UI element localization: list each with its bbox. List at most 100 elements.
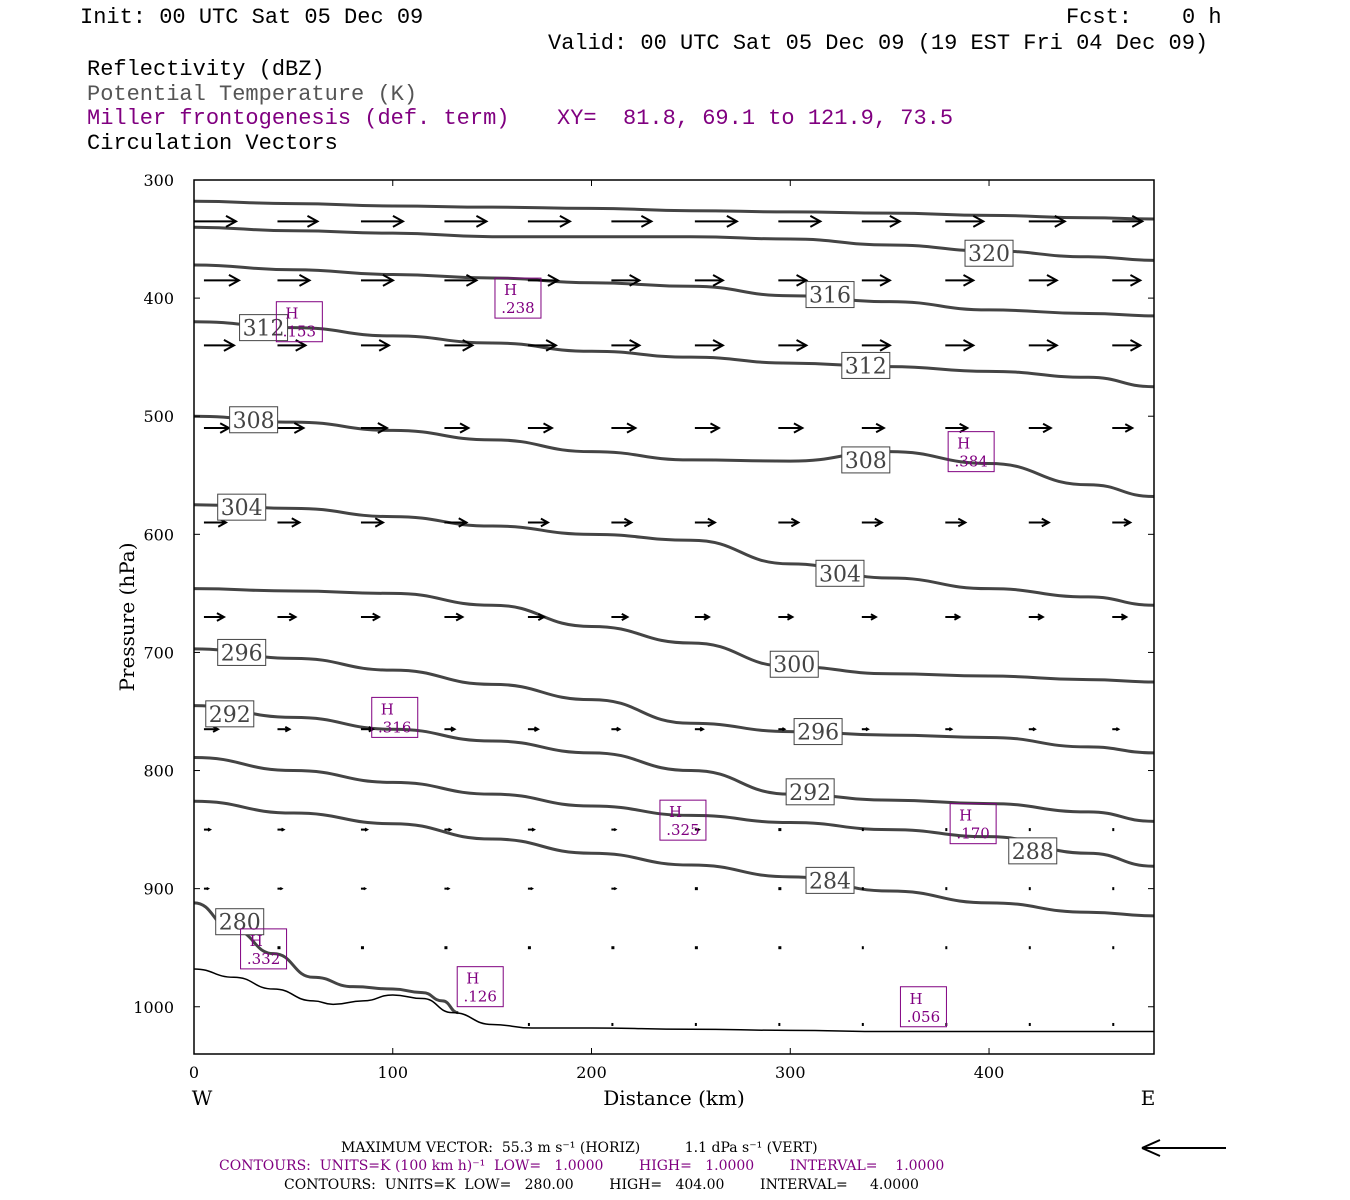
x-axis-title: Distance (km) — [603, 1086, 745, 1110]
circulation-vector — [945, 422, 970, 434]
theta-contour-292 — [193, 704, 1155, 823]
frontogenesis-contour-note: CONTOURS: UNITS=K (100 km h)⁻¹ LOW= 1.00… — [219, 1158, 945, 1174]
circulation-vector — [861, 1022, 864, 1026]
vector-dot — [277, 946, 281, 950]
theta-label-box — [841, 351, 891, 379]
circulation-vector — [1028, 727, 1037, 732]
circulation-vector — [694, 827, 701, 832]
circulation-vector — [277, 726, 292, 733]
vector-head — [640, 214, 654, 228]
theta-label-box — [215, 908, 265, 936]
circulation-vector — [1028, 828, 1031, 832]
circulation-vector — [203, 274, 242, 287]
vector-dot — [527, 1022, 530, 1026]
vector-head — [531, 827, 536, 832]
circulation-vector — [277, 422, 306, 434]
vector-head — [865, 727, 870, 732]
circulation-vector — [203, 887, 211, 891]
vector-head — [957, 517, 968, 528]
theta-label-box — [841, 446, 891, 474]
circulation-vector — [778, 613, 795, 621]
theta-contour-label: 296 — [217, 638, 267, 666]
vector-dot — [1028, 828, 1031, 832]
frontogenesis-high-marker: H — [669, 803, 682, 821]
vector-head — [879, 274, 892, 287]
circulation-vector — [1028, 1022, 1031, 1026]
theta-contour-label: 320 — [964, 239, 1014, 267]
circulation-vector — [1112, 423, 1135, 433]
theta-contour-label: 292 — [205, 700, 255, 728]
circulation-vector — [778, 946, 782, 950]
vector-dot — [1112, 946, 1115, 950]
theta-contour-label: 312 — [841, 351, 891, 379]
theta-label-text: 292 — [209, 703, 251, 728]
circulation-vector — [527, 726, 540, 733]
vector-dot — [861, 1022, 864, 1026]
vector-head — [696, 827, 701, 832]
theta-contour-label: 280 — [215, 908, 265, 936]
circulation-vector — [444, 612, 465, 622]
theta-label-box — [229, 406, 279, 434]
vector-head — [547, 274, 560, 287]
vector-head — [219, 422, 232, 434]
vector-head — [223, 338, 237, 352]
vector-head — [626, 422, 638, 434]
theta-label-text: 304 — [221, 496, 263, 521]
theta-label-box — [964, 239, 1014, 267]
theta-label-text: 292 — [789, 781, 831, 806]
circulation-vector — [360, 612, 382, 622]
vector-head — [288, 612, 298, 622]
east-label: E — [1141, 1086, 1156, 1110]
theta-label-box — [805, 281, 855, 309]
vector-head — [621, 613, 630, 621]
frontogenesis-value: .325 — [666, 821, 699, 839]
theta-label-text: 312 — [243, 317, 285, 342]
theta-label-text: 308 — [845, 449, 887, 474]
frontogenesis-high-marker: H — [504, 281, 517, 299]
x-tick-label: 200 — [576, 1063, 607, 1082]
circulation-vector — [1112, 339, 1143, 352]
theta-contour-label: 300 — [769, 650, 819, 678]
circulation-vector — [694, 274, 725, 287]
circulation-vector — [360, 517, 386, 528]
vector-head — [796, 274, 809, 287]
circulation-vector — [1028, 887, 1031, 891]
terrain-surface-line — [193, 968, 1154, 1033]
reference-vector-arrow — [1141, 1139, 1226, 1157]
vector-dot — [694, 887, 698, 891]
circulation-vector — [611, 946, 615, 950]
theta-contour-label: 308 — [841, 446, 891, 474]
forecast-label: Fcst: — [1066, 5, 1133, 30]
theta-label-text: 280 — [219, 911, 261, 936]
vector-head — [279, 887, 284, 891]
circulation-vector — [611, 517, 634, 528]
vector-head — [378, 339, 392, 352]
vector-head — [613, 887, 618, 891]
vector-dot — [861, 946, 864, 950]
circulation-vector — [1028, 214, 1067, 228]
theta-label-box — [815, 559, 865, 587]
circulation-vector — [778, 1022, 781, 1026]
vector-dot — [611, 946, 615, 950]
x-tick-label: 400 — [974, 1063, 1005, 1082]
circulation-vector — [1028, 274, 1059, 287]
circulation-vector — [194, 214, 239, 228]
frontogenesis-value: .238 — [501, 299, 534, 317]
circulation-vector — [694, 726, 705, 732]
circulation-vector — [444, 214, 489, 228]
circulation-vector — [611, 274, 642, 287]
vector-head — [972, 214, 986, 228]
circulation-vector — [203, 338, 237, 352]
valid-time: Valid: 00 UTC Sat 05 Dec 09 (19 EST Fri … — [548, 31, 1209, 56]
y-tick-label: 500 — [143, 407, 174, 426]
theta-label-box — [785, 778, 835, 806]
theta-label-box — [205, 700, 255, 728]
frontogenesis-high-marker: H — [285, 305, 298, 323]
vector-dot — [861, 828, 864, 832]
vector-head — [1032, 727, 1037, 732]
vector-head — [212, 725, 221, 733]
circulation-vector — [861, 339, 892, 352]
vector-head — [712, 274, 725, 287]
frontogenesis-box — [949, 803, 997, 845]
vector-head — [870, 613, 878, 621]
